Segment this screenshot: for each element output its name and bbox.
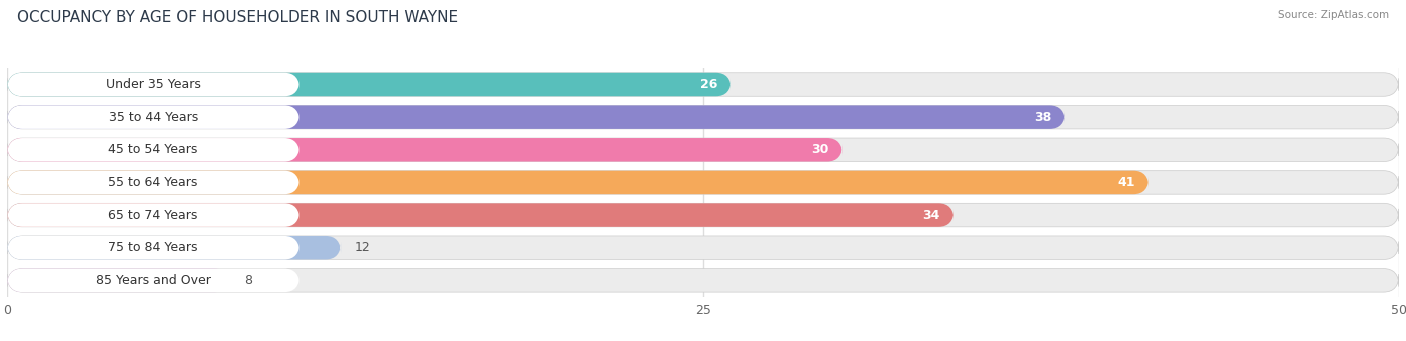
Text: 55 to 64 Years: 55 to 64 Years xyxy=(108,176,198,189)
FancyBboxPatch shape xyxy=(7,236,342,260)
Text: 35 to 44 Years: 35 to 44 Years xyxy=(108,111,198,124)
Text: Under 35 Years: Under 35 Years xyxy=(105,78,201,91)
FancyBboxPatch shape xyxy=(7,236,1399,260)
FancyBboxPatch shape xyxy=(7,203,1399,227)
FancyBboxPatch shape xyxy=(7,171,1399,194)
FancyBboxPatch shape xyxy=(7,73,299,96)
FancyBboxPatch shape xyxy=(7,73,1399,96)
Text: 30: 30 xyxy=(811,143,828,156)
Text: 41: 41 xyxy=(1116,176,1135,189)
FancyBboxPatch shape xyxy=(7,269,1399,292)
Text: 12: 12 xyxy=(354,241,371,254)
FancyBboxPatch shape xyxy=(7,203,299,227)
Text: 65 to 74 Years: 65 to 74 Years xyxy=(108,209,198,222)
Text: 38: 38 xyxy=(1033,111,1052,124)
FancyBboxPatch shape xyxy=(7,138,1399,162)
Text: 8: 8 xyxy=(243,274,252,287)
FancyBboxPatch shape xyxy=(7,73,731,96)
FancyBboxPatch shape xyxy=(7,171,299,194)
Text: 26: 26 xyxy=(700,78,717,91)
Text: OCCUPANCY BY AGE OF HOUSEHOLDER IN SOUTH WAYNE: OCCUPANCY BY AGE OF HOUSEHOLDER IN SOUTH… xyxy=(17,10,458,25)
FancyBboxPatch shape xyxy=(7,269,299,292)
FancyBboxPatch shape xyxy=(7,138,842,162)
Text: Source: ZipAtlas.com: Source: ZipAtlas.com xyxy=(1278,10,1389,20)
Text: 34: 34 xyxy=(922,209,939,222)
FancyBboxPatch shape xyxy=(7,105,1399,129)
FancyBboxPatch shape xyxy=(7,269,229,292)
FancyBboxPatch shape xyxy=(7,203,953,227)
FancyBboxPatch shape xyxy=(7,236,299,260)
FancyBboxPatch shape xyxy=(7,171,1149,194)
Text: 45 to 54 Years: 45 to 54 Years xyxy=(108,143,198,156)
Text: 75 to 84 Years: 75 to 84 Years xyxy=(108,241,198,254)
FancyBboxPatch shape xyxy=(7,105,299,129)
FancyBboxPatch shape xyxy=(7,105,1064,129)
Text: 85 Years and Over: 85 Years and Over xyxy=(96,274,211,287)
FancyBboxPatch shape xyxy=(7,138,299,162)
